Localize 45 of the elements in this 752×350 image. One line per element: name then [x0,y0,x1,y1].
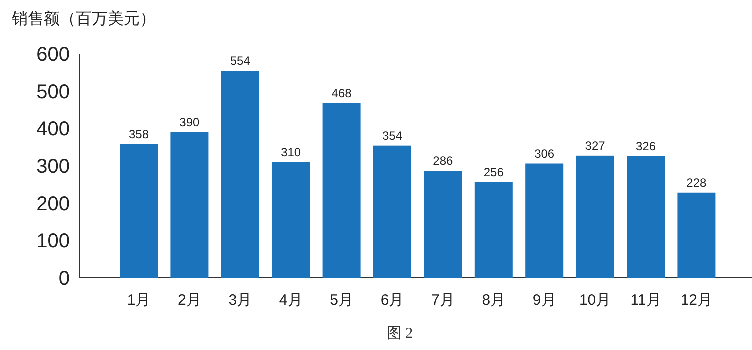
y-axis-title: 销售额（百万美元） [11,10,156,28]
x-tick-label: 2月 [178,292,202,309]
bar [526,164,564,278]
y-tick-label: 100 [36,230,70,253]
x-tick-label: 12月 [680,292,713,309]
y-tick-label: 300 [36,156,70,178]
data-label: 468 [332,86,352,100]
x-tick-label: 4月 [279,292,303,309]
data-label: 310 [281,145,302,160]
data-label: 326 [636,139,656,154]
x-tick-label: 7月 [432,292,455,309]
y-tick-label: 400 [36,118,70,141]
bar [474,182,513,278]
x-tick-label: 11月 [630,292,662,309]
bar [678,192,716,278]
data-label: 354 [382,128,403,143]
bar [221,71,260,278]
y-tick-label: 200 [36,193,70,216]
data-label: 228 [686,176,708,190]
y-tick-label: 600 [36,44,70,66]
data-label: 390 [180,115,200,130]
x-tick-label: 3月 [228,292,252,309]
x-tick-label: 6月 [380,292,404,309]
bar [322,103,361,278]
data-label: 286 [433,154,454,168]
bar [424,171,462,278]
bar [576,156,614,278]
data-label: 306 [534,146,555,161]
caption: 图 2 [386,326,414,342]
data-label: 358 [128,127,150,142]
y-tick-label: 500 [36,81,70,104]
bar [374,146,412,278]
x-tick-label: 8月 [482,292,506,309]
x-tick-label: 5月 [330,292,354,309]
data-label: 256 [484,165,504,180]
data-label: 554 [230,54,251,68]
bar [120,144,158,278]
x-tick-label: 9月 [532,292,556,309]
bar [170,132,209,278]
y-tick-label: 0 [58,268,70,290]
bar [627,156,665,278]
data-label: 327 [585,138,606,153]
x-tick-label: 10月 [579,292,612,309]
x-tick-label: 1月 [127,292,151,309]
bar [272,162,310,278]
